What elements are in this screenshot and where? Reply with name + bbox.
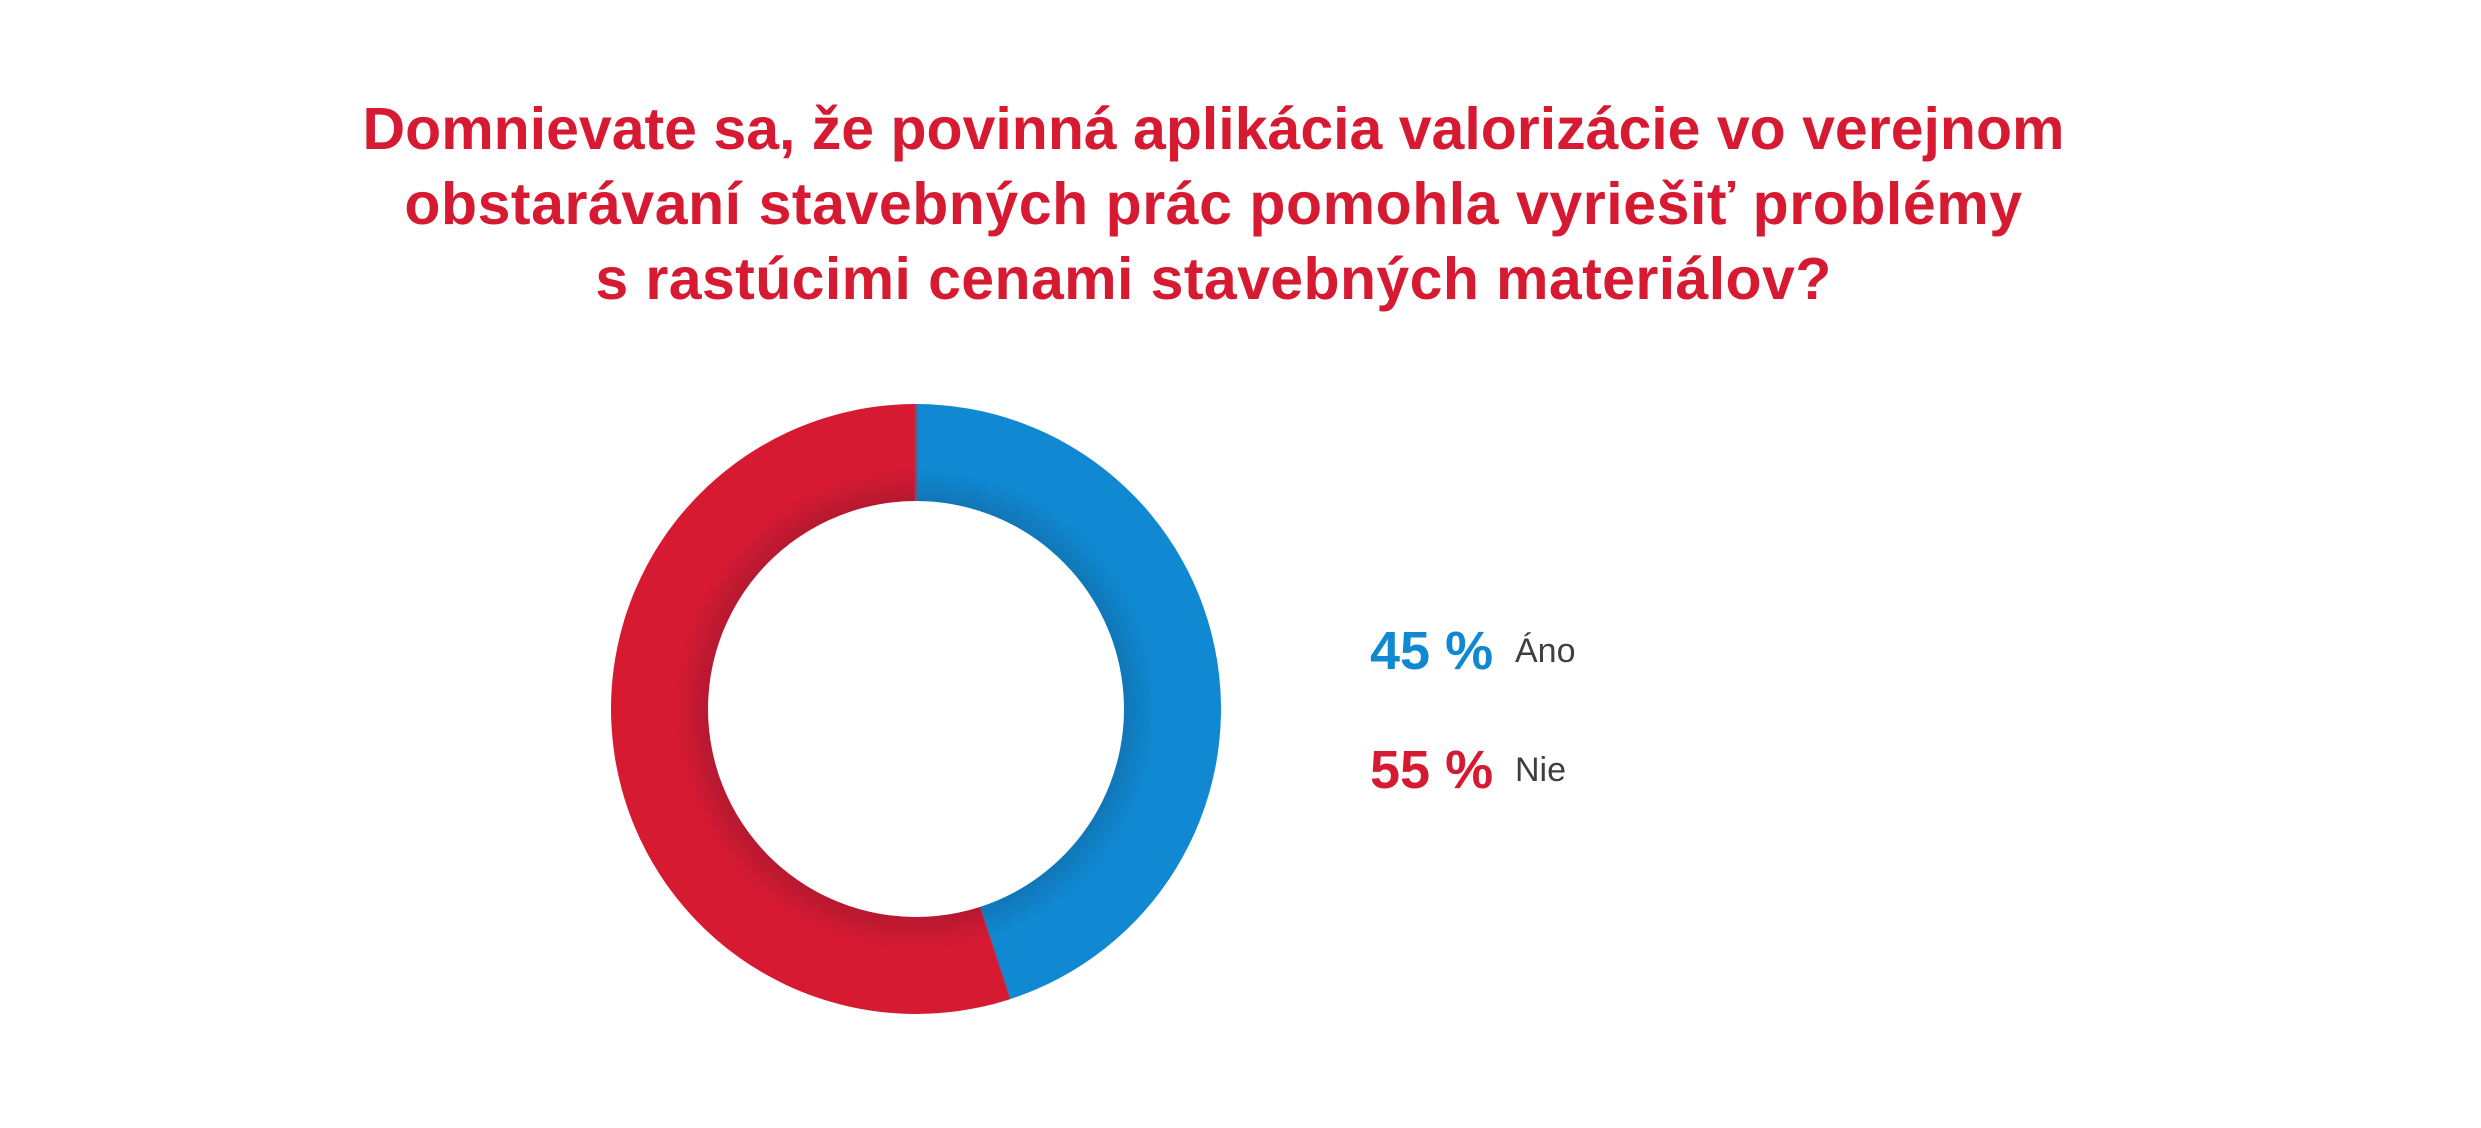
- chart-title-line-3: s rastúcimi cenami stavebných materiálov…: [595, 246, 1832, 312]
- chart-title-line-2: obstarávaní stavebných prác pomohla vyri…: [404, 171, 2023, 237]
- legend-item-nie: 55 % Nie: [1370, 739, 1566, 801]
- legend-label-ano: Áno: [1515, 631, 1576, 670]
- chart-title-line-1: Domnievate sa, že povinná aplikácia valo…: [362, 96, 2065, 162]
- legend-value-nie: 55 %: [1370, 740, 1494, 800]
- legend-value-ano: 45 %: [1370, 621, 1494, 681]
- donut-segment-divider: [979, 906, 1011, 1000]
- donut-segment-áno: [916, 404, 1221, 1000]
- legend-label-nie: Nie: [1515, 750, 1567, 789]
- donut-segments: [611, 404, 1221, 1015]
- chart-title: Domnievate sa, že povinná aplikácia valo…: [0, 92, 2427, 317]
- donut-inner-shadow: [676, 469, 1156, 949]
- legend-item-ano: 45 % Áno: [1370, 620, 1576, 682]
- donut-segment-nie: [611, 404, 1011, 1015]
